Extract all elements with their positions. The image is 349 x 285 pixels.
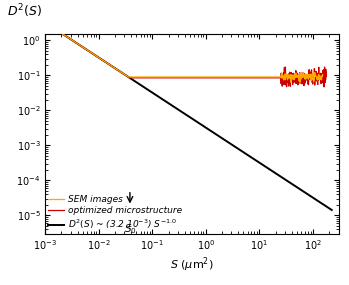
$D^2(S)$ ~ (3.2 10$^{-3}$) $S^{-1.0}$	[43, 21, 47, 25]
SEM images	[90, 52, 94, 55]
$D^2(S)$ ~ (3.2 10$^{-3}$) $S^{-1.0}$	[330, 208, 334, 212]
SEM images	[137, 75, 141, 79]
Text: $S_0$: $S_0$	[124, 222, 136, 235]
optimized microstructure	[322, 85, 326, 89]
optimized microstructure	[324, 73, 328, 77]
optimized microstructure	[43, 21, 47, 25]
Text: $D^2(S)$: $D^2(S)$	[7, 3, 42, 20]
SEM images	[43, 21, 47, 25]
$D^2(S)$ ~ (3.2 10$^{-3}$) $S^{-1.0}$	[98, 57, 102, 60]
$D^2(S)$ ~ (3.2 10$^{-3}$) $S^{-1.0}$	[214, 133, 218, 136]
$D^2(S)$ ~ (3.2 10$^{-3}$) $S^{-1.0}$	[306, 193, 311, 197]
$D^2(S)$ ~ (3.2 10$^{-3}$) $S^{-1.0}$	[110, 64, 114, 68]
optimized microstructure	[140, 76, 144, 80]
SEM images	[80, 45, 84, 48]
optimized microstructure	[191, 76, 195, 80]
SEM images	[189, 75, 193, 79]
optimized microstructure	[173, 76, 177, 80]
optimized microstructure	[271, 76, 275, 80]
$D^2(S)$ ~ (3.2 10$^{-3}$) $S^{-1.0}$	[315, 199, 319, 202]
SEM images	[164, 75, 168, 79]
Line: SEM images: SEM images	[45, 23, 322, 82]
Legend: SEM images, optimized microstructure, $D^2(S)$ ~ (3.2 10$^{-3}$) $S^{-1.0}$: SEM images, optimized microstructure, $D…	[48, 195, 182, 231]
SEM images	[195, 75, 199, 79]
$D^2(S)$ ~ (3.2 10$^{-3}$) $S^{-1.0}$	[191, 117, 195, 121]
Line: optimized microstructure: optimized microstructure	[45, 23, 326, 87]
optimized microstructure	[320, 77, 324, 80]
SEM images	[320, 73, 325, 76]
SEM images	[298, 81, 302, 84]
Line: $D^2(S)$ ~ (3.2 10$^{-3}$) $S^{-1.0}$: $D^2(S)$ ~ (3.2 10$^{-3}$) $S^{-1.0}$	[45, 23, 332, 210]
X-axis label: $S$ ($\mu$m$^2$): $S$ ($\mu$m$^2$)	[170, 255, 214, 274]
optimized microstructure	[111, 66, 116, 69]
